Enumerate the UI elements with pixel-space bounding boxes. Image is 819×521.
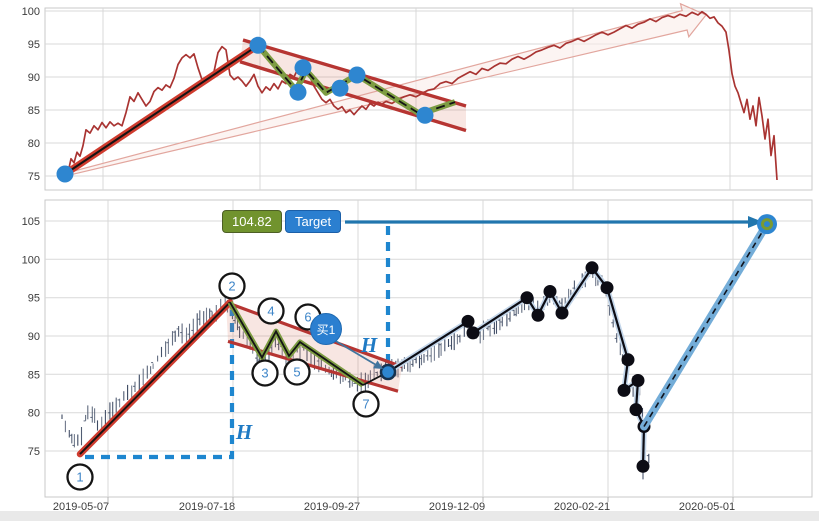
x-tick-label: 2020-02-21	[554, 501, 610, 513]
swing-dot	[543, 285, 557, 298]
height-measure-label: H	[360, 333, 378, 357]
swing-dot	[555, 306, 569, 320]
pivot-dot	[348, 66, 366, 84]
y-tick-label: 80	[28, 408, 40, 420]
swing-dot	[531, 308, 545, 322]
pivot-number-label: 7	[362, 397, 369, 412]
pivot-dot	[289, 83, 307, 101]
target-dot-ring	[761, 218, 773, 231]
pivot-dot	[294, 59, 312, 77]
pivot-dot	[56, 165, 74, 183]
pivot-dot	[331, 79, 349, 97]
y-tick-label: 105	[22, 216, 40, 228]
swing-dot	[466, 326, 480, 340]
y-tick-label: 85	[28, 369, 40, 381]
buy-arrow-head	[373, 360, 383, 369]
x-tick-label: 2019-09-27	[304, 501, 360, 513]
flag-zigzag-core	[229, 301, 364, 386]
pivot-number-circle	[66, 463, 94, 491]
buy-signal-marker: 买1	[310, 313, 342, 345]
target-value-badge: 104.82	[222, 210, 282, 233]
y-tick-label: 100	[22, 254, 40, 266]
pivot-number-circle	[257, 297, 285, 325]
swing-dot	[585, 261, 599, 275]
x-tick-label: 2019-05-07	[53, 501, 109, 513]
y-tick-label: 95	[28, 293, 40, 305]
pivot-dot	[416, 106, 434, 124]
height-measure-label: H	[235, 420, 253, 444]
y-tick-label: 75	[28, 446, 40, 458]
x-tick-label: 2019-12-09	[429, 501, 485, 513]
breakout-dot	[379, 363, 397, 381]
swing-dot	[461, 314, 475, 328]
swing-dot	[636, 459, 650, 473]
pivot-number-label: 2	[228, 279, 235, 294]
impulse-trendline-core	[64, 44, 259, 175]
pivot-dot	[249, 36, 267, 54]
y-tick-label: 95	[28, 39, 40, 51]
y-tick-label: 90	[28, 331, 40, 343]
impulse-trendline-core	[79, 301, 231, 455]
y-tick-label: 85	[28, 105, 40, 117]
swing-dot	[600, 281, 614, 295]
pivot-number-label: 3	[261, 366, 268, 381]
pivot-number-label: 5	[293, 365, 300, 380]
y-tick-label: 80	[28, 138, 40, 150]
footer-band	[0, 511, 819, 521]
pivot-number-circle	[251, 359, 279, 387]
pivot-number-circle	[218, 272, 246, 300]
pivot-number-label: 4	[267, 304, 274, 319]
target-label-badge: Target	[285, 210, 342, 233]
y-tick-label: 75	[28, 171, 40, 183]
height-measure-line	[85, 310, 235, 460]
x-tick-label: 2020-05-01	[679, 501, 735, 513]
projection-band	[640, 220, 771, 431]
target-arrow-head	[748, 216, 763, 228]
buy-arrow-line	[333, 339, 381, 368]
pivot-number-circle	[283, 358, 311, 386]
swing-dot	[520, 291, 534, 305]
y-tick-label: 100	[22, 6, 40, 18]
y-tick-label: 90	[28, 72, 40, 84]
swing-dot	[631, 374, 645, 387]
swing-dot	[621, 353, 635, 367]
pivot-number-label: 1	[76, 470, 83, 485]
x-tick-label: 2019-07-18	[179, 501, 235, 513]
swing-dot	[617, 383, 631, 397]
pivot-number-circle	[352, 390, 380, 418]
swing-dot	[629, 403, 643, 417]
projection-arrow	[66, 2, 707, 177]
target-dot	[757, 214, 777, 235]
pivot-number-label: 6	[304, 310, 311, 325]
